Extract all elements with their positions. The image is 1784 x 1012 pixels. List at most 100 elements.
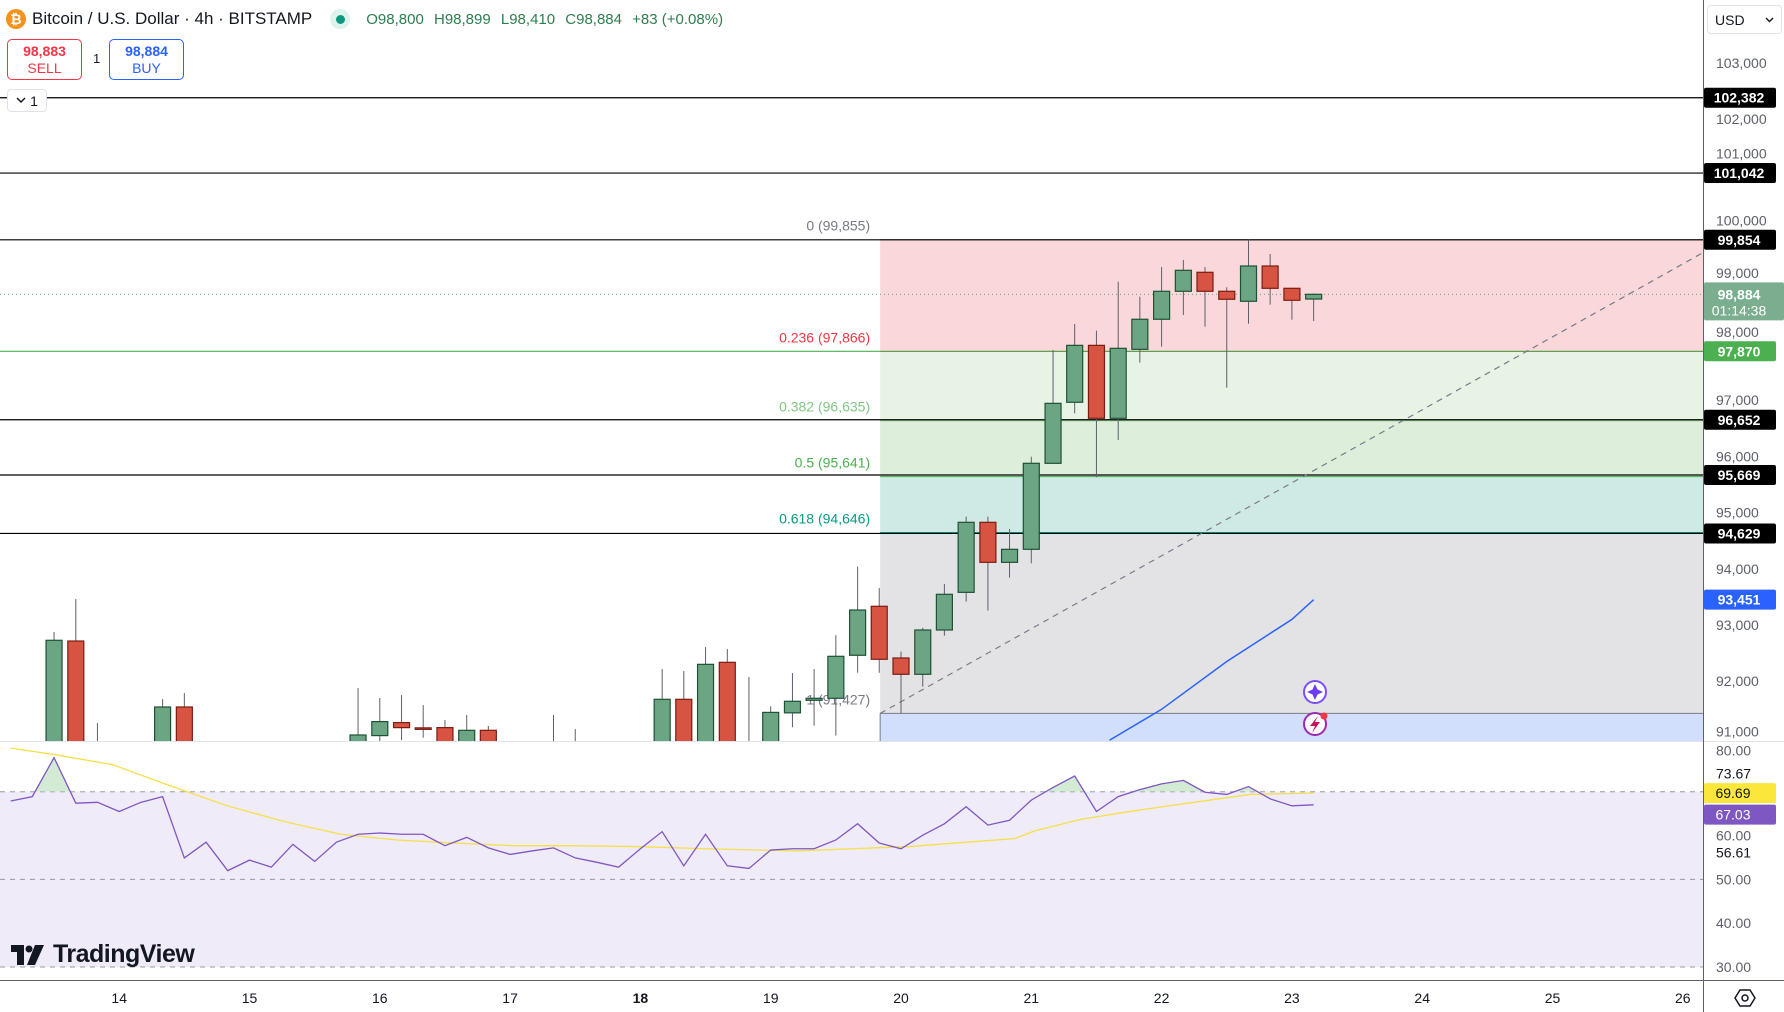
countdown-label: 01:14:38 (1712, 302, 1767, 318)
sell-button[interactable]: 98,883 SELL (7, 39, 82, 80)
candle-up (45, 632, 63, 741)
fib-level-label: 0.618 (94,646) (779, 510, 870, 526)
candle-up (935, 583, 953, 636)
currency-select[interactable]: USD (1707, 5, 1782, 34)
price-tick-label: 98,000 (1716, 324, 1759, 340)
candle-body (371, 721, 389, 737)
sparkle-shape (1307, 684, 1323, 700)
rsi-tick-label: 40.00 (1716, 915, 1751, 931)
rsi-tick-label: 80.00 (1716, 743, 1751, 759)
candle-body (892, 657, 910, 675)
candle-up (849, 566, 867, 673)
price-label-bg (1704, 229, 1776, 250)
candle-body (479, 729, 497, 741)
rsi-ma-line (10, 747, 1314, 852)
rsi-tick-label: 50.00 (1716, 871, 1751, 887)
candle-body (914, 629, 932, 675)
candle-body (414, 727, 432, 730)
candle-body (458, 729, 476, 741)
candle-up (1239, 239, 1258, 324)
candle-body (1218, 290, 1236, 300)
candle-up (1000, 529, 1019, 578)
market-open-icon (330, 9, 351, 29)
candle-down (870, 588, 888, 673)
buy-button[interactable]: 98,884 BUY (109, 39, 184, 80)
candle-body (45, 639, 63, 741)
candle-up (914, 627, 932, 687)
current-price-label-bg (1704, 282, 1784, 321)
high-value: H98,899 (433, 10, 491, 28)
rsi-ma-value-bg (1704, 783, 1776, 804)
chart-settings-icon[interactable] (1733, 986, 1757, 1010)
candle-up (827, 635, 845, 736)
price-label-bg (1704, 589, 1776, 610)
price-tick-label: 95,000 (1716, 505, 1759, 521)
candle-body (545, 743, 561, 754)
price-tick-label: 99,000 (1716, 265, 1759, 281)
candle-down (436, 719, 454, 741)
fib-level-label: 0 (99,855) (806, 218, 870, 234)
candle-body (67, 640, 85, 741)
candle-up (153, 699, 172, 741)
tradingview-logo[interactable]: TradingView (11, 940, 195, 969)
candle-body (1283, 287, 1301, 301)
price-label: 101,042 (1714, 165, 1765, 181)
open-value: O98,800 (366, 10, 424, 28)
price-label: 96,652 (1718, 412, 1761, 428)
candle-down (414, 704, 432, 738)
candle-body (1239, 265, 1258, 302)
price-tick-label: 97,000 (1716, 392, 1759, 408)
fib-level-label: 1 (91,427) (806, 691, 870, 707)
time-tick-label: 22 (1154, 990, 1170, 1006)
price-label-bg (1704, 523, 1776, 544)
candle-body (1022, 462, 1040, 550)
indicators-toggle-button[interactable]: 1 (7, 89, 47, 112)
price-tick-label: 96,000 (1716, 448, 1759, 464)
candle-body (741, 743, 757, 754)
candle-down (479, 725, 497, 741)
candle-down (545, 714, 561, 754)
candle-up (1109, 281, 1127, 440)
tradingview-logo-icon (11, 944, 44, 965)
price-tick-label: 103,000 (1716, 55, 1767, 71)
price-pane: 0 (99,855) 0.236 (97,866) 0.382 (96,635) 0.… (0, 97, 1703, 754)
price-label: 102,382 (1714, 90, 1765, 106)
candle-up (371, 698, 389, 741)
time-tick-label: 26 (1675, 990, 1691, 1006)
overbought-fill-group (10, 757, 1314, 792)
symbol-title[interactable]: Bitcoin / U.S. Dollar · 4h · BITSTAMP (32, 9, 313, 28)
price-label-bg (1704, 465, 1776, 486)
candle-up (1131, 296, 1149, 363)
candle-down (718, 648, 736, 741)
ai-assistant-icon[interactable] (1303, 680, 1327, 704)
time-tick-label: 18 (633, 990, 649, 1006)
candle-down (1261, 254, 1279, 305)
buy-price: 98,884 (125, 42, 168, 59)
bitcoin-icon: ₿ (6, 9, 26, 29)
price-tick-label: 92,000 (1716, 673, 1759, 689)
candle-down (1087, 330, 1106, 478)
fib-level-label: 0.5 (95,641) (795, 455, 871, 471)
price-tick-label: 100,000 (1716, 212, 1767, 228)
lightning-alert-icon[interactable] (1303, 712, 1328, 736)
candle-up (96, 723, 98, 741)
candle-down (392, 695, 411, 741)
candle-body (979, 521, 997, 563)
price-label-bg (1704, 163, 1776, 184)
candle-body (436, 727, 454, 741)
time-tick-label: 21 (1024, 990, 1040, 1006)
time-tick-label: 17 (502, 990, 518, 1006)
rsi-level-label: 73.67 (1716, 766, 1751, 782)
fib-zone-1 (880, 713, 1703, 741)
rsi-tick-label: 60.00 (1716, 828, 1751, 844)
fib-zone-0.382 (880, 420, 1703, 477)
candle-body (1087, 344, 1106, 419)
candle-down (979, 516, 997, 611)
change-value: +83 (+0.08%) (632, 10, 724, 28)
candle-up (1022, 456, 1040, 564)
order-quantity: 1 (93, 51, 101, 66)
candle-down (1196, 267, 1214, 327)
candle-body (783, 700, 802, 714)
rsi-value-label: 67.03 (1715, 807, 1750, 823)
